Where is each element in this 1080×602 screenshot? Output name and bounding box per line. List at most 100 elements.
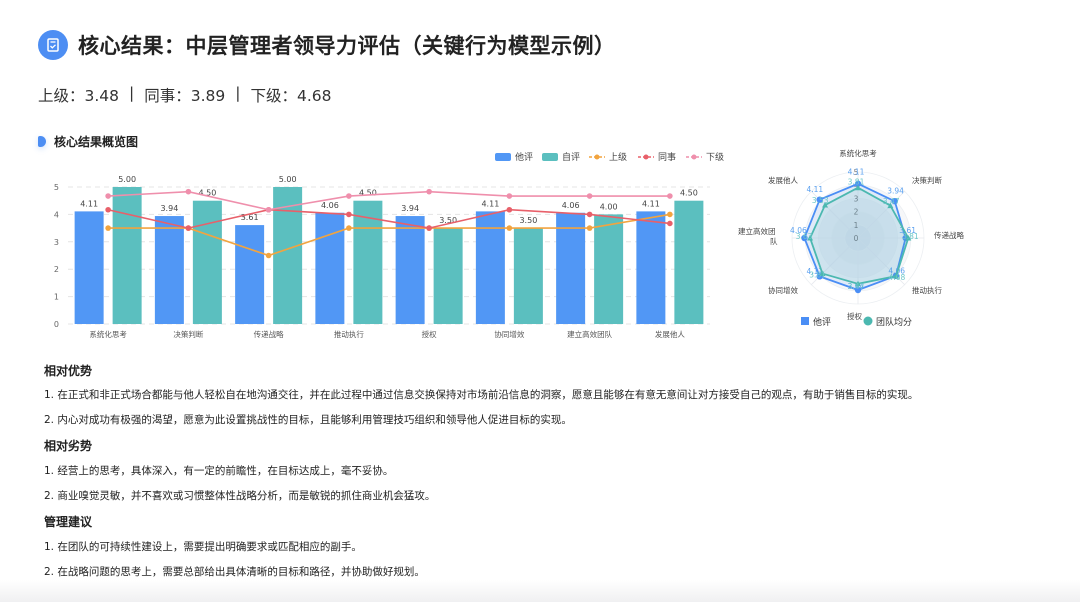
radar-axis-labels: 系统化思考 决策判断 传递战略 推动执行 授权 协同增效 建立高效团 队 发展他… bbox=[738, 148, 964, 321]
bar-value-label: 4.06 bbox=[321, 201, 339, 210]
line-point bbox=[667, 211, 673, 218]
line-point bbox=[346, 211, 352, 218]
radar-value-label: 4.11 bbox=[848, 168, 865, 177]
separator: | bbox=[129, 84, 135, 102]
bar-value-label: 5.00 bbox=[118, 175, 136, 184]
radar-label: 授权 bbox=[847, 311, 862, 321]
score-peer: 同事：3.89 bbox=[144, 87, 226, 105]
line-point bbox=[265, 206, 272, 213]
bar-other bbox=[235, 225, 265, 324]
weakness-item: 1. 经营上的思考，具体深入，有一定的前瞻性，在目标达成上，毫不妥协。 bbox=[44, 465, 394, 477]
y-tick-label: 0 bbox=[54, 320, 59, 329]
radar-value-label: 4.08 bbox=[889, 273, 906, 282]
clipboard-check-icon bbox=[38, 30, 68, 60]
line-point bbox=[426, 188, 432, 195]
radar-point bbox=[905, 235, 912, 241]
legend-team-swatch bbox=[863, 316, 873, 326]
chart-lines bbox=[105, 188, 673, 259]
x-tick-label: 发展他人 bbox=[655, 329, 685, 339]
radar-tick-label: 2 bbox=[854, 208, 859, 217]
separator: | bbox=[235, 84, 241, 102]
radar-label: 决策判断 bbox=[912, 175, 942, 185]
radar-label: 队 bbox=[770, 237, 778, 246]
bar-value-label: 4.11 bbox=[80, 199, 98, 208]
radar-tick-label: 1 bbox=[854, 221, 859, 230]
bar-other bbox=[636, 211, 666, 324]
radar-value-label: 4.11 bbox=[806, 267, 823, 276]
bar-other bbox=[395, 216, 425, 324]
legend-self-label: 自评 bbox=[562, 151, 580, 163]
line-point bbox=[105, 193, 111, 199]
radar-value-label: 3.94 bbox=[848, 282, 865, 291]
line-point bbox=[185, 188, 192, 195]
radar-point bbox=[801, 234, 808, 242]
radar-value-label: 3.47 bbox=[883, 197, 900, 206]
radar-tick-label: 5 bbox=[854, 168, 859, 177]
bar-value-label: 4.50 bbox=[198, 189, 216, 198]
bar-other bbox=[556, 212, 586, 324]
radar-value-label: 3.53 bbox=[812, 196, 829, 205]
weaknesses-heading: 相对劣势 bbox=[44, 439, 93, 453]
suggestions-section: 管理建议 bbox=[44, 513, 92, 530]
page-header: 核心结果：中层管理者领导力评估（关键行为模型示例） bbox=[38, 30, 616, 60]
radar-value-label: 3.94 bbox=[887, 186, 904, 195]
x-tick-label: 协同增效 bbox=[494, 329, 524, 339]
legend-other-swatch bbox=[495, 153, 511, 161]
radar-value-label: 3.81 bbox=[902, 232, 919, 241]
bar-value-label: 4.11 bbox=[642, 199, 660, 208]
radar-value-label: 3.63 bbox=[796, 232, 813, 241]
chart-legend: 他评 自评 上级 同事 下级 bbox=[495, 151, 724, 163]
bar-other bbox=[154, 216, 184, 324]
legend-subordinate-swatch bbox=[686, 154, 702, 160]
bar-value-label: 3.50 bbox=[519, 216, 537, 225]
weaknesses-section: 相对劣势 bbox=[44, 437, 92, 454]
bar-value-label: 3.94 bbox=[160, 204, 178, 213]
bar-line-chart-svg: 他评 自评 上级 同事 下级 0 1 2 3 4 5 4.11 5.00 3.94 4.50 3.… bbox=[54, 151, 724, 339]
bar-self bbox=[433, 228, 463, 324]
line-point bbox=[506, 225, 513, 231]
bar-value-label: 4.11 bbox=[481, 199, 499, 208]
x-tick-label: 推动执行 bbox=[334, 329, 364, 339]
weakness-item: 2. 商业嗅觉灵敏，并不喜欢或习惯整体性战略分析，而是敏锐的抓住商业机会猛攻。 bbox=[44, 490, 436, 502]
radar-value-label: 3.81 bbox=[809, 270, 826, 279]
section-marker-icon bbox=[38, 136, 46, 147]
radar-legend: 他评 团队均分 bbox=[801, 316, 912, 328]
suggestion-item: 1. 在团队的可持续性建设上，需要提出明确要求或匹配相应的副手。 bbox=[44, 541, 362, 553]
line-point bbox=[506, 193, 513, 199]
strength-item: 2. 内心对成功有极强的渴望，愿意为此设置挑战性的目标，且能够利用管理技巧组织和… bbox=[44, 414, 572, 426]
y-tick-label: 5 bbox=[54, 183, 59, 192]
radar-label: 系统化思考 bbox=[839, 148, 877, 158]
legend-team-label: 团队均分 bbox=[876, 316, 912, 328]
bottom-shadow bbox=[0, 580, 1080, 602]
suggestion-item: 2. 在战略问题的思考上，需要总部给出具体清晰的目标和路径，并协助做好规划。 bbox=[44, 566, 425, 578]
radar-point bbox=[855, 280, 861, 287]
chart-bars: 4.11 5.00 3.94 4.50 3.61 5.00 4.06 4.50 3.94 3.50… bbox=[74, 175, 704, 324]
radar-point bbox=[891, 198, 898, 205]
radar-label: 协同增效 bbox=[768, 285, 798, 295]
bar-value-label: 3.61 bbox=[241, 213, 259, 222]
line-point bbox=[586, 225, 593, 231]
y-tick-label: 1 bbox=[54, 293, 59, 302]
bar-self bbox=[353, 200, 383, 324]
x-tick-label: 决策判断 bbox=[173, 329, 203, 339]
legend-peer-label: 同事 bbox=[658, 151, 676, 163]
bar-value-label: 4.00 bbox=[600, 202, 618, 211]
radar-point bbox=[854, 286, 862, 294]
suggestions-heading: 管理建议 bbox=[44, 515, 93, 529]
line-series bbox=[108, 190, 670, 211]
bar-value-label: 4.06 bbox=[562, 201, 580, 210]
radar-point bbox=[807, 235, 814, 241]
line-point bbox=[346, 193, 352, 199]
score-subordinate: 下级：4.68 bbox=[250, 87, 332, 105]
bar-self bbox=[674, 200, 704, 324]
legend-superior-swatch bbox=[589, 154, 605, 160]
radar-tick-label: 0 bbox=[854, 234, 859, 243]
bar-other bbox=[74, 211, 104, 324]
legend-other-label: 他评 bbox=[515, 151, 533, 163]
radar-series: 4.113.943.614.063.944.114.064.113.813.47… bbox=[790, 168, 919, 294]
bar-value-label: 5.00 bbox=[279, 175, 297, 184]
line-point bbox=[346, 225, 352, 231]
x-tick-label: 系统化思考 bbox=[89, 329, 127, 339]
